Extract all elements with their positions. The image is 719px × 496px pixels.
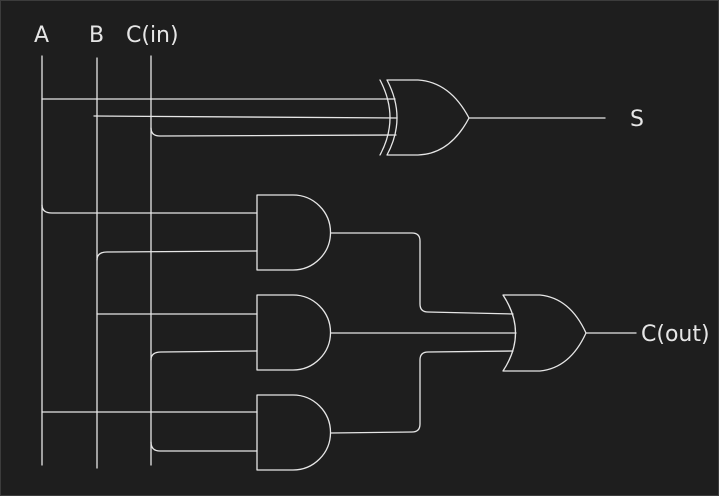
wire-and3-to-or: [330, 350, 514, 434]
output-cout-label: C(out): [641, 322, 710, 347]
or-gate: [502, 294, 587, 372]
xor-gate: [379, 79, 470, 156]
input-b-label: B: [89, 23, 104, 48]
and-gate-ab: [256, 194, 332, 271]
input-cin-label: C(in): [126, 23, 179, 48]
wire-cin-to-and3: [150, 441, 258, 452]
wire-and1-to-or: [330, 232, 514, 315]
wire-cin-to-xor: [150, 127, 397, 137]
and-gate-acin: [256, 394, 332, 471]
wire-a-to-and1: [41, 204, 258, 214]
output-s-label: S: [630, 107, 644, 132]
wire-b-to-and1: [96, 250, 258, 261]
wire-cin-to-and2: [150, 350, 258, 361]
input-a-label: A: [34, 23, 49, 48]
wire-b-to-xor: [93, 115, 398, 119]
and-gate-bcin: [256, 294, 332, 371]
